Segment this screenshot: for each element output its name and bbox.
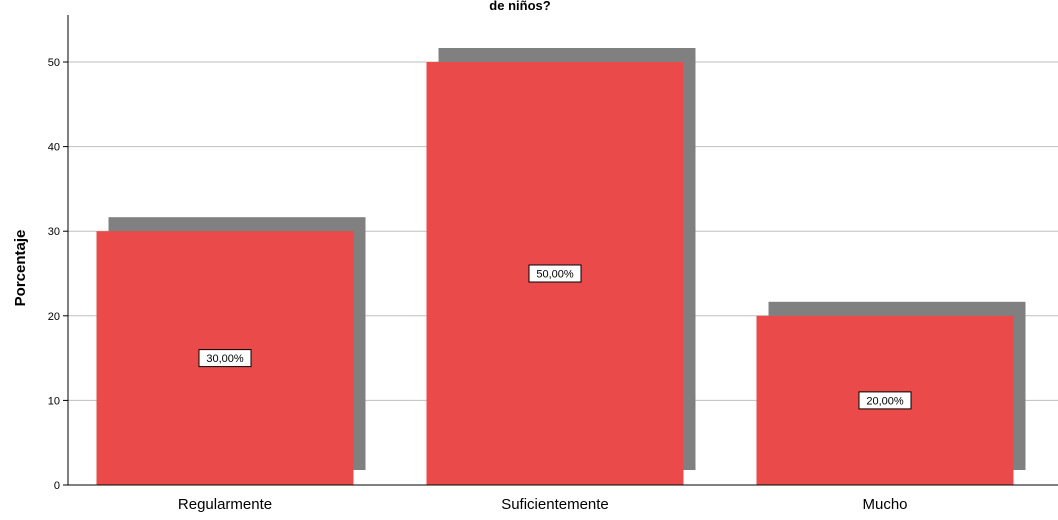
data-label: 30,00% (206, 353, 244, 365)
y-tick-label: 50 (48, 57, 60, 69)
y-tick-label: 20 (48, 311, 60, 323)
y-tick-label: 30 (48, 226, 60, 238)
y-axis-label: Porcentaje (12, 230, 29, 307)
data-label-box (198, 349, 252, 368)
data-label: 20,00% (866, 395, 904, 407)
bars: 30,00% 50,00% 20,00% (96, 48, 1026, 485)
data-label-box (858, 391, 912, 410)
data-label: 50,00% (536, 269, 574, 281)
chart-title: de niños? (489, 0, 550, 13)
x-tick-label: Regularmente (178, 496, 272, 513)
data-label-box (528, 264, 582, 283)
y-tick-label: 0 (54, 480, 60, 492)
y-tick-label: 10 (48, 395, 60, 407)
x-tick-label: Suficientemente (501, 496, 609, 513)
labels: 0 10 20 30 40 50 Regularmente Suficientemente Mu… (48, 57, 908, 513)
y-tick-label: 40 (48, 142, 60, 154)
x-tick-label: Mucho (862, 496, 907, 513)
axes (67, 15, 1058, 486)
